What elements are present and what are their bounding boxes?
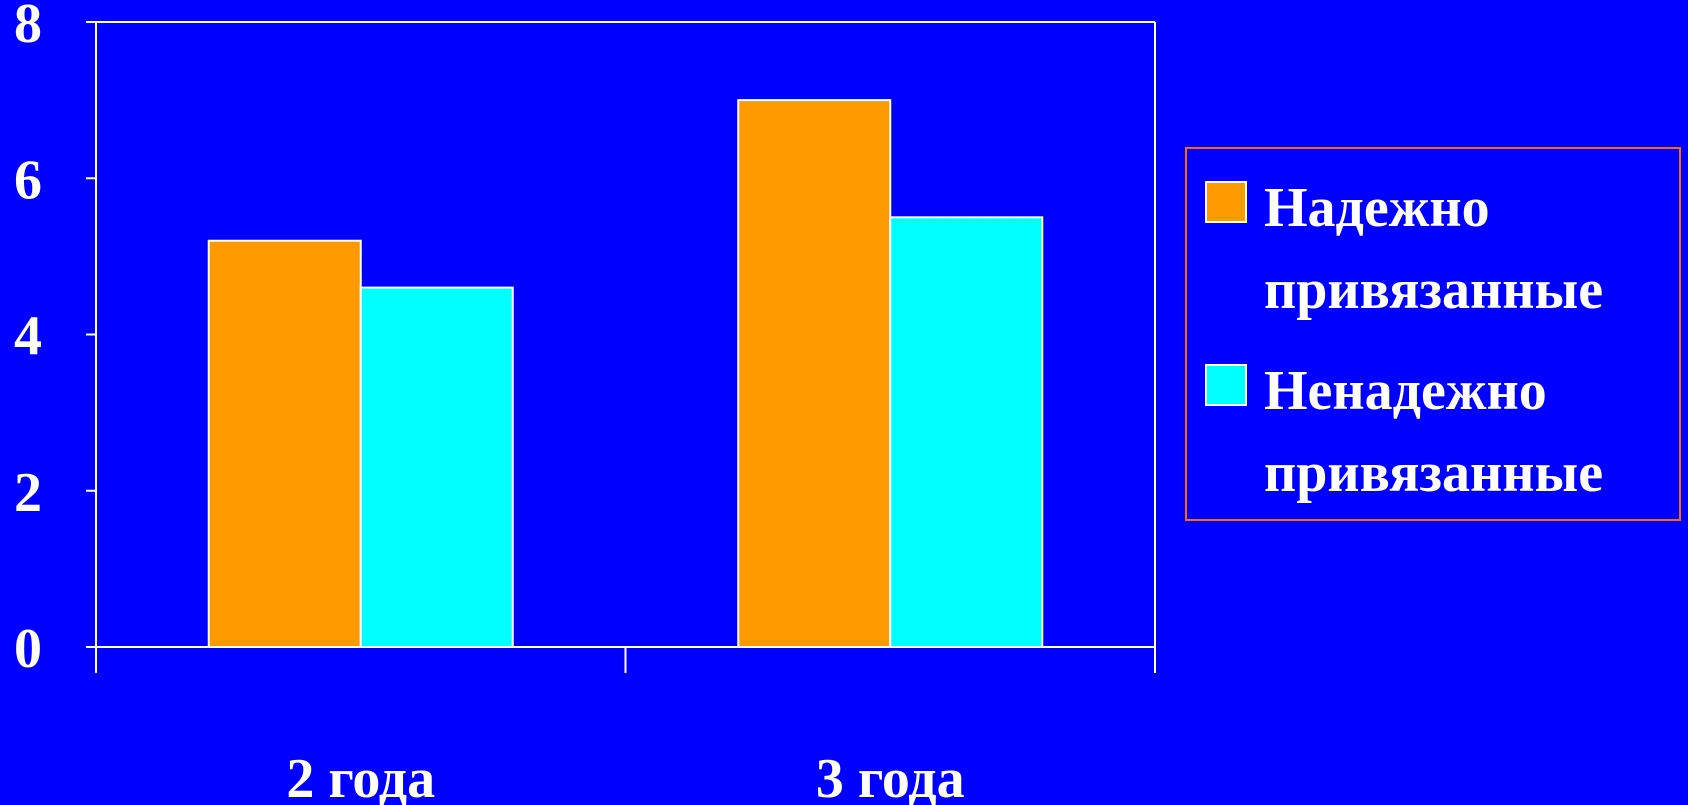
legend: Надежно привязанные Ненадежно привязанные (1185, 147, 1681, 521)
axes-group: 2 года 3 года 0 2 4 6 8 (14, 0, 1156, 805)
legend-box (1185, 147, 1681, 521)
legend-swatch (1205, 181, 1247, 223)
y-tick-label: 0 (14, 618, 42, 680)
bar (737, 99, 892, 648)
bars-group (207, 99, 1044, 648)
y-tick-label: 6 (14, 149, 42, 211)
bar (207, 239, 362, 648)
y-tick-label: 8 (14, 0, 42, 55)
x-tick-label: 3 года (816, 748, 965, 805)
legend-swatch (1205, 364, 1247, 406)
legend-label: Надежно привязанные (1264, 177, 1603, 321)
plot-area (96, 21, 1156, 647)
legend-label: Ненадежно привязанные (1264, 360, 1603, 504)
x-tick-label: 2 года (286, 748, 435, 805)
y-tick-label: 2 (14, 462, 42, 524)
y-tick-label: 4 (14, 306, 42, 368)
bar (889, 216, 1044, 648)
bar (359, 286, 514, 648)
